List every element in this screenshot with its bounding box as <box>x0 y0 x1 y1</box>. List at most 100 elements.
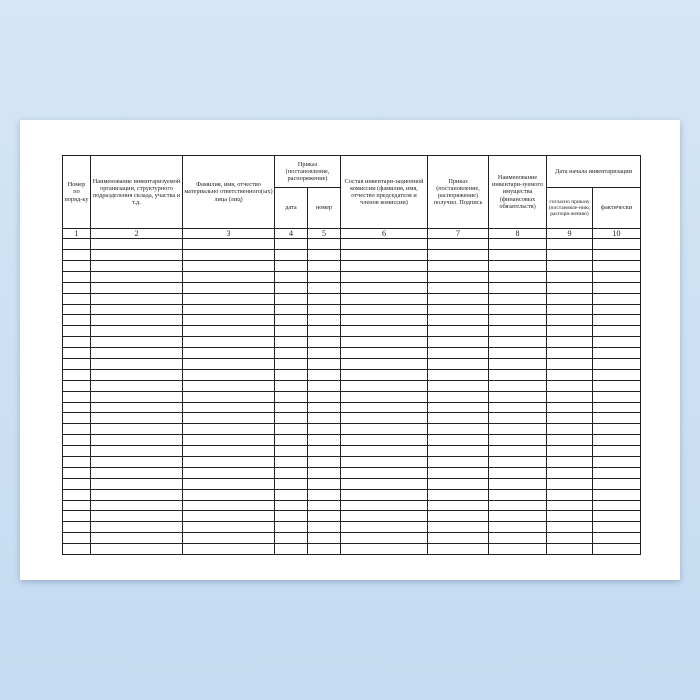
table-cell <box>592 347 642 359</box>
table-cell <box>90 466 183 479</box>
table-cell <box>340 412 429 425</box>
table-cell <box>306 532 342 545</box>
table-cell <box>182 401 275 414</box>
table-cell <box>62 303 91 316</box>
table-cell <box>427 521 490 534</box>
table-cell <box>306 521 342 534</box>
table-cell <box>427 423 490 436</box>
table-cell <box>340 325 429 338</box>
table-cell <box>546 379 594 392</box>
table-cell <box>592 510 642 523</box>
table-cell <box>488 488 548 501</box>
table-cell <box>274 303 308 316</box>
table-cell <box>546 488 594 501</box>
table-cell <box>427 477 490 490</box>
table-cell <box>427 238 490 251</box>
table-cell <box>546 259 594 272</box>
table-cell <box>90 325 183 338</box>
table-cell <box>62 499 91 512</box>
table-cell <box>274 379 308 392</box>
table-cell <box>488 543 548 556</box>
table-cell <box>546 357 594 370</box>
table-cell <box>274 401 308 414</box>
table-cell <box>274 357 308 370</box>
table-cell <box>340 401 429 414</box>
table-cell <box>182 390 275 403</box>
table-cell <box>546 238 594 251</box>
table-cell <box>427 249 490 261</box>
table-cell <box>274 238 308 251</box>
table-cell <box>62 314 91 327</box>
header-organization: Наименование инвентаризуемой организации… <box>90 155 183 229</box>
table-cell <box>62 423 91 436</box>
table-cell <box>592 379 642 392</box>
table-cell <box>546 510 594 523</box>
table-cell <box>274 521 308 534</box>
table-cell <box>340 456 429 468</box>
table-cell <box>90 401 183 414</box>
table-row <box>62 238 642 251</box>
column-number: 10 <box>592 227 642 240</box>
table-cell <box>546 434 594 447</box>
table-cell <box>62 368 91 381</box>
table-row <box>62 445 642 457</box>
table-cell <box>592 456 642 468</box>
column-number: 8 <box>488 227 548 240</box>
table-cell <box>182 456 275 468</box>
table-cell <box>274 270 308 283</box>
table-cell <box>592 368 642 381</box>
table-cell <box>62 292 91 305</box>
table-cell <box>182 347 275 359</box>
table-row <box>62 379 642 392</box>
table-cell <box>274 456 308 468</box>
table-cell <box>306 488 342 501</box>
table-cell <box>306 379 342 392</box>
table-cell <box>90 434 183 447</box>
table-cell <box>427 466 490 479</box>
table-cell <box>182 270 275 283</box>
table-cell <box>274 390 308 403</box>
table-cell <box>274 292 308 305</box>
table-cell <box>306 238 342 251</box>
table-cell <box>488 357 548 370</box>
table-cell <box>592 423 642 436</box>
table-cell <box>592 445 642 457</box>
table-cell <box>427 543 490 556</box>
table-cell <box>306 434 342 447</box>
table-cell <box>306 499 342 512</box>
table-cell <box>90 336 183 349</box>
table-cell <box>592 434 642 447</box>
table-cell <box>90 390 183 403</box>
table-cell <box>62 412 91 425</box>
table-cell <box>90 543 183 556</box>
table-cell <box>90 445 183 457</box>
table-cell <box>488 303 548 316</box>
table-cell <box>182 357 275 370</box>
table-cell <box>182 521 275 534</box>
table-cell <box>182 314 275 327</box>
table-cell <box>488 510 548 523</box>
table-cell <box>546 543 594 556</box>
table-cell <box>306 401 342 414</box>
table-cell <box>274 543 308 556</box>
table-cell <box>427 401 490 414</box>
table-cell <box>62 510 91 523</box>
table-cell <box>427 499 490 512</box>
table-cell <box>488 499 548 512</box>
table-cell <box>306 510 342 523</box>
table-cell <box>274 532 308 545</box>
table-cell <box>62 270 91 283</box>
table-cell <box>340 543 429 556</box>
table-cell <box>62 347 91 359</box>
header-start-date: Дата начала инвентаризации <box>546 155 642 188</box>
document-page: Номер по поряд-ку Наименование инвентари… <box>20 120 680 580</box>
table-cell <box>546 314 594 327</box>
table-cell <box>62 434 91 447</box>
table-cell <box>488 347 548 359</box>
table-cell <box>546 390 594 403</box>
table-cell <box>427 325 490 338</box>
table-cell <box>90 532 183 545</box>
table-cell <box>90 357 183 370</box>
table-cell <box>546 445 594 457</box>
table-cell <box>546 303 594 316</box>
